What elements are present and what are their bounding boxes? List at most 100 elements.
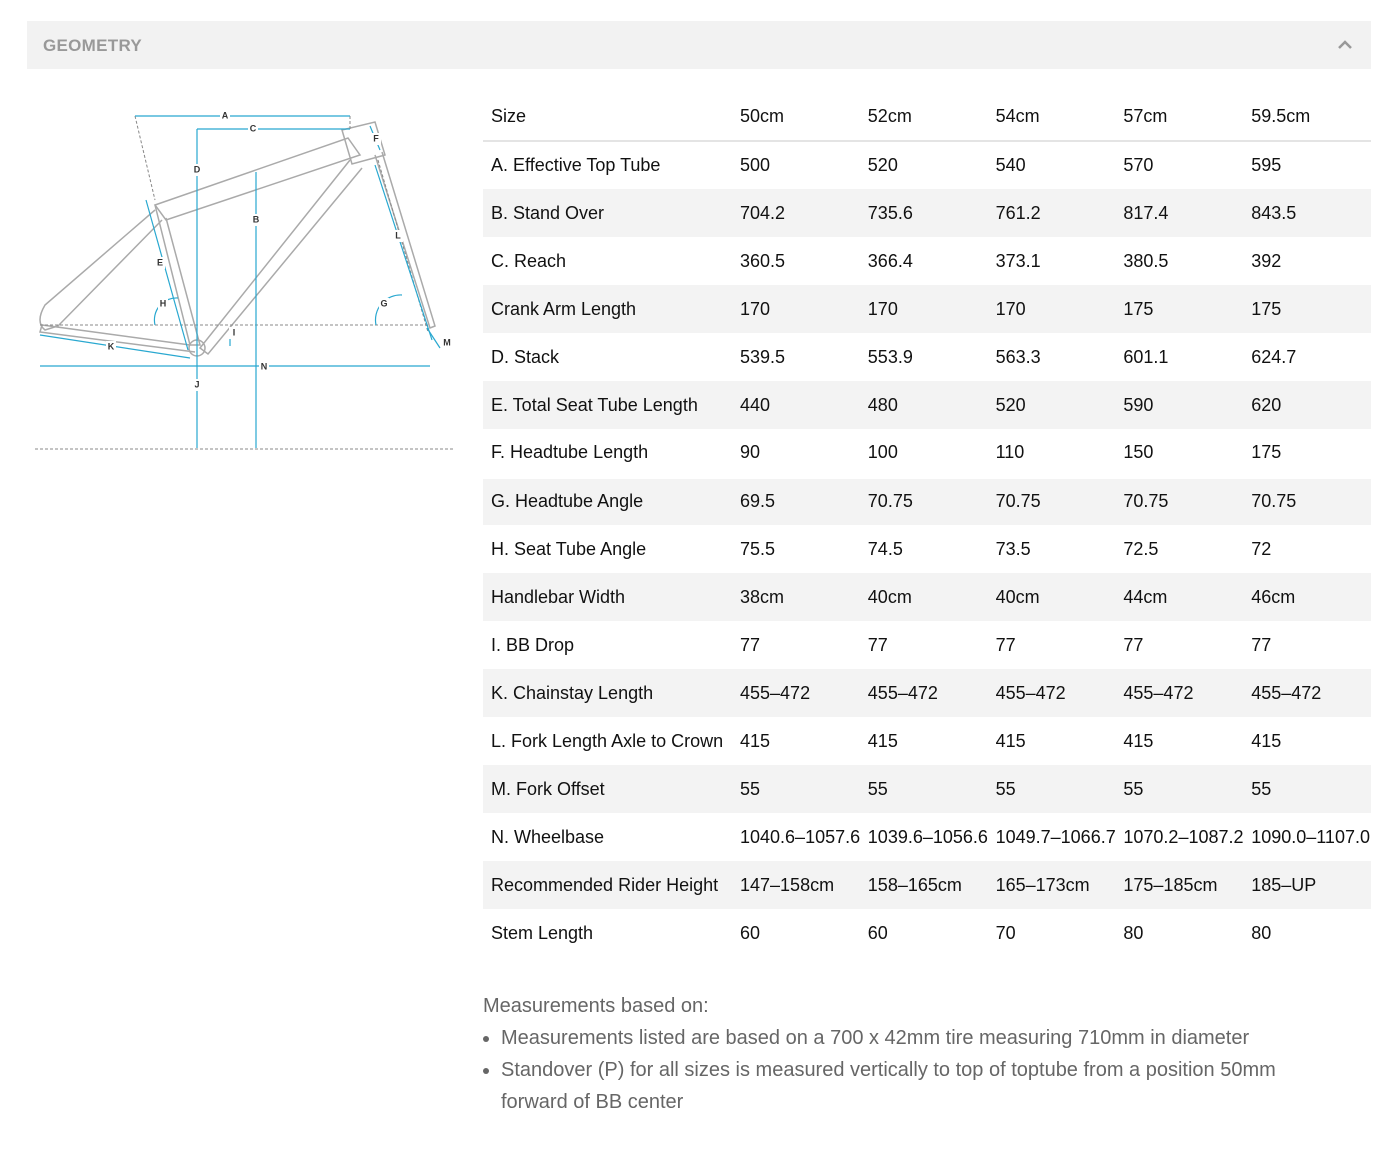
table-row: M. Fork Offset 55 55 55 55 55 bbox=[483, 765, 1371, 813]
value-cell: 80 bbox=[1123, 922, 1144, 943]
row-label: D. Stack bbox=[491, 346, 560, 367]
dimension-label: A bbox=[222, 110, 229, 120]
row-label: G. Headtube Angle bbox=[483, 475, 732, 525]
value-cell: 415 bbox=[740, 730, 771, 751]
value-cell: 158–165cm bbox=[859, 861, 988, 909]
row-label: B. Stand Over bbox=[483, 189, 732, 237]
value-cell: 704.2 bbox=[732, 189, 860, 237]
value-cell: 415 bbox=[995, 730, 1026, 751]
value-cell: 70 bbox=[995, 922, 1016, 943]
value-cell: 1040.6–1057.6 bbox=[740, 826, 860, 847]
value-cell: 77 bbox=[867, 634, 888, 655]
value-cell: 620 bbox=[1243, 381, 1371, 429]
value-cell: 455–472 bbox=[859, 669, 988, 717]
label-bg bbox=[393, 230, 403, 242]
header-row: Size 50cm 52cm 54cm 57cm 59.5cm bbox=[483, 93, 1371, 142]
table-row: L. Fork Length Axle to Crown 415 415 415 415… bbox=[483, 717, 1371, 765]
label-bg bbox=[248, 123, 258, 135]
label-bg bbox=[371, 133, 381, 145]
accordion-header[interactable]: GEOMETRY bbox=[27, 21, 1371, 69]
dimension-label: L bbox=[395, 230, 401, 240]
value-cell: 75.5 bbox=[740, 538, 776, 559]
row-label: F. Headtube Length bbox=[491, 441, 649, 462]
table-row: H. Seat Tube Angle 75.5 74.5 73.5 72.5 72 bbox=[483, 525, 1371, 573]
value-cell: 77 bbox=[740, 634, 761, 655]
table-row: A. Effective Top Tube 500 520 540 570 595 bbox=[483, 141, 1371, 189]
value-cell: 70.75 bbox=[987, 475, 1116, 525]
value-cell: 455–472 bbox=[1243, 669, 1371, 717]
value-cell: 595 bbox=[1251, 155, 1282, 175]
dimension-label: F bbox=[373, 133, 379, 143]
label-bg bbox=[106, 341, 116, 353]
value-cell: 817.4 bbox=[1115, 189, 1244, 237]
note-item: Standover (P) for all sizes is measured … bbox=[501, 1054, 1343, 1118]
label-bg bbox=[192, 379, 202, 391]
value-cell: 150 bbox=[1123, 441, 1154, 462]
dimension-label: J bbox=[194, 379, 199, 389]
section-title: GEOMETRY bbox=[43, 36, 143, 55]
value-cell: 165–173cm bbox=[987, 861, 1116, 909]
label-bg bbox=[251, 214, 261, 226]
row-label: C. Reach bbox=[491, 250, 567, 271]
value-cell: 440 bbox=[732, 381, 860, 429]
value-cell: 69.5 bbox=[732, 475, 860, 525]
value-cell: 44cm bbox=[1115, 573, 1244, 621]
value-cell: 480 bbox=[859, 381, 988, 429]
row-label: N. Wheelbase bbox=[491, 826, 605, 847]
dimension-label: K bbox=[108, 341, 115, 351]
collapse-caret[interactable] bbox=[1337, 38, 1353, 50]
value-cell: 38cm bbox=[732, 573, 860, 621]
value-cell: 366.4 bbox=[867, 250, 913, 271]
value-cell: 175 bbox=[1115, 285, 1244, 333]
value-cell: 380.5 bbox=[1123, 250, 1169, 271]
row-label: Crank Arm Length bbox=[483, 285, 732, 333]
value-cell: 55 bbox=[732, 765, 860, 813]
row-label: Handlebar Width bbox=[483, 573, 732, 621]
value-cell: 520 bbox=[987, 381, 1116, 429]
value-cell: 455–472 bbox=[987, 669, 1116, 717]
value-cell: 46cm bbox=[1243, 573, 1371, 621]
value-cell: 70.75 bbox=[1243, 475, 1371, 525]
table-row: B. Stand Over 704.2 735.6 761.2 817.4 843.5 bbox=[483, 189, 1371, 237]
value-cell: 590 bbox=[1115, 381, 1244, 429]
value-cell: 500 bbox=[740, 155, 771, 175]
value-cell: 175–185cm bbox=[1115, 861, 1244, 909]
value-cell: 185–UP bbox=[1243, 861, 1371, 909]
value-cell: 1049.7–1066.7 bbox=[995, 826, 1116, 847]
label-bg bbox=[379, 298, 389, 310]
value-cell: 170 bbox=[732, 285, 860, 333]
table-row: G. Headtube Angle 69.5 70.75 70.75 70.75 70.7… bbox=[483, 475, 1371, 525]
value-cell: 40cm bbox=[859, 573, 988, 621]
header-cell: 50cm bbox=[732, 93, 860, 142]
dimension-label: B bbox=[253, 214, 260, 224]
dimension-label: N bbox=[261, 361, 268, 371]
table-row: I. BB Drop 77 77 77 77 77 bbox=[483, 621, 1371, 669]
note-item: Measurements listed are based on a 700 x… bbox=[501, 1022, 1343, 1054]
row-label: E. Total Seat Tube Length bbox=[483, 381, 732, 429]
notes-title: Measurements based on: bbox=[483, 995, 709, 1017]
value-cell: 72.5 bbox=[1123, 538, 1159, 559]
row-label: L. Fork Length Axle to Crown bbox=[491, 730, 724, 751]
value-cell: 455–472 bbox=[1115, 669, 1244, 717]
table-row: K. Chainstay Length 455–472 455–472 455–472… bbox=[483, 669, 1371, 717]
value-cell: 563.3 bbox=[995, 346, 1041, 367]
table-row: E. Total Seat Tube Length 440 480 520 590 620 bbox=[483, 381, 1371, 429]
value-cell: 110 bbox=[995, 441, 1025, 462]
table-row: Crank Arm Length 170 170 170 175 175 bbox=[483, 285, 1371, 333]
value-cell: 373.1 bbox=[995, 250, 1041, 271]
header-cell: 54cm bbox=[987, 93, 1116, 142]
value-cell: 60 bbox=[740, 922, 761, 943]
label-bg bbox=[442, 337, 452, 349]
value-cell: 40cm bbox=[987, 573, 1116, 621]
value-cell: 761.2 bbox=[987, 189, 1116, 237]
row-label: K. Chainstay Length bbox=[483, 669, 732, 717]
value-cell: 77 bbox=[1251, 634, 1272, 655]
value-cell: 170 bbox=[859, 285, 988, 333]
header-cell: 52cm bbox=[859, 93, 988, 142]
table-row: Stem Length 60 60 70 80 80 bbox=[483, 909, 1371, 957]
value-cell: 80 bbox=[1251, 922, 1272, 943]
table-row: D. Stack 539.5 553.9 563.3 601.1 624.7 bbox=[483, 333, 1371, 381]
value-cell: 90 bbox=[740, 441, 761, 462]
value-cell: 175 bbox=[1251, 441, 1282, 462]
value-cell: 77 bbox=[1123, 634, 1144, 655]
